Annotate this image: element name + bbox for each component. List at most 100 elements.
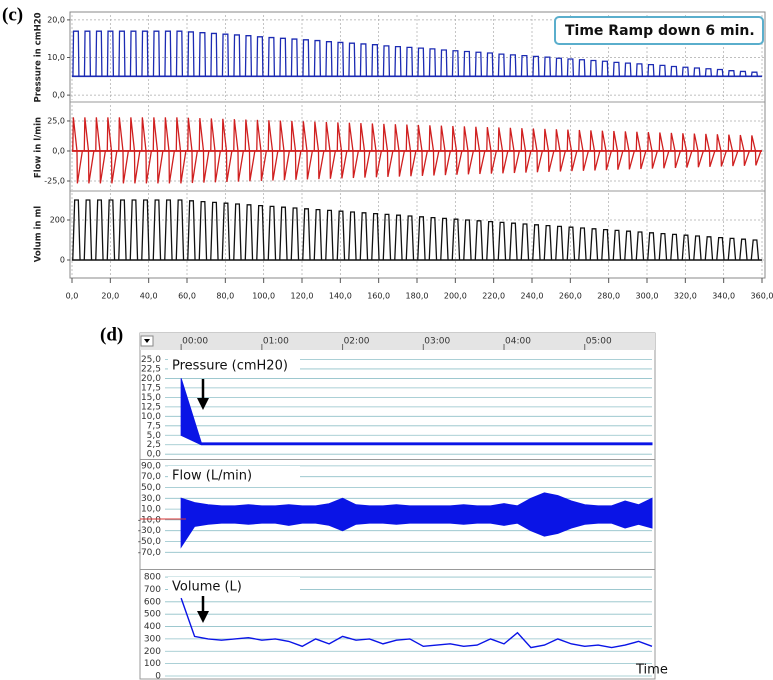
breath: [375, 150, 382, 178]
breath: [164, 117, 170, 152]
breath: [141, 117, 147, 152]
breath: [697, 150, 704, 168]
annotation: Time Ramp down 6 min.: [565, 23, 755, 39]
breath: [651, 150, 658, 169]
arrow-head: [197, 611, 209, 623]
breath: [340, 150, 348, 179]
x-tick-label: 280,0: [597, 292, 620, 301]
y-tick-label: 20,0: [141, 374, 161, 384]
breath: [739, 238, 748, 261]
breath: [187, 117, 193, 152]
breath: [417, 47, 425, 77]
breath: [76, 150, 83, 184]
breath: [490, 150, 497, 174]
breath: [628, 150, 635, 170]
breath: [405, 215, 415, 261]
breath: [474, 51, 483, 77]
y-tick-label: 0: [60, 256, 65, 265]
breath: [555, 129, 561, 152]
y-tick-label: 500: [144, 610, 161, 620]
breath: [95, 30, 103, 77]
breath: [478, 150, 486, 175]
y-tick-label: 2,5: [147, 440, 161, 450]
breath: [313, 121, 320, 152]
breath: [720, 150, 727, 167]
breath: [302, 208, 311, 261]
x-tick-label: 03:00: [424, 337, 450, 347]
breath: [589, 130, 596, 152]
breath: [578, 129, 584, 152]
band: [180, 492, 653, 549]
breath: [582, 150, 589, 171]
breath: [612, 61, 621, 77]
breath: [325, 121, 331, 152]
breath: [601, 130, 607, 152]
breath: [716, 236, 725, 261]
breath: [754, 150, 762, 166]
breath: [145, 150, 152, 184]
breath: [474, 220, 484, 261]
breath: [658, 132, 665, 152]
breath: [708, 150, 716, 168]
x-tick-label: 200,0: [444, 292, 467, 301]
y-tick-label: 300: [144, 634, 161, 644]
y-tick-label: 17,5: [141, 383, 161, 393]
y-axis-label: Pressure in cmH20: [34, 12, 44, 102]
breath: [417, 216, 426, 261]
breath: [451, 218, 461, 261]
breath: [566, 226, 576, 261]
breath: [313, 39, 322, 77]
breath: [570, 150, 578, 172]
breath: [486, 220, 495, 261]
breath: [440, 49, 448, 77]
breath: [451, 125, 458, 152]
breath: [578, 227, 587, 261]
x-tick-label: 160,0: [367, 292, 390, 301]
breath: [267, 36, 276, 77]
x-tick-label: 60,0: [178, 292, 196, 301]
breath: [83, 30, 92, 77]
breath: [72, 117, 78, 152]
breath: [244, 204, 254, 261]
x-axis-label: Time: [635, 663, 668, 678]
breath: [670, 233, 679, 261]
x-tick-label: 120,0: [291, 292, 314, 301]
breath: [306, 150, 313, 180]
breath: [122, 150, 129, 184]
breath: [543, 128, 550, 152]
y-tick-label: 50,0: [141, 483, 161, 493]
x-tick-label: 20,0: [101, 292, 119, 301]
breath: [175, 199, 185, 261]
breath: [152, 30, 161, 77]
breath: [501, 150, 509, 174]
breath: [302, 39, 310, 77]
breath: [313, 208, 323, 261]
breath: [543, 224, 553, 261]
breath: [302, 121, 308, 152]
breath: [417, 124, 423, 152]
breath: [106, 30, 115, 77]
x-tick-label: 220,0: [482, 292, 505, 301]
breath: [486, 52, 494, 77]
breath: [589, 59, 598, 77]
breath: [455, 150, 463, 175]
breath: [221, 33, 230, 77]
breath: [624, 62, 632, 77]
breath: [635, 63, 644, 77]
breath: [267, 205, 277, 261]
breath: [662, 150, 670, 169]
y-tick-label: 200: [50, 216, 65, 225]
breath: [731, 150, 739, 167]
breath: [175, 30, 184, 77]
breath: [428, 216, 438, 261]
breath: [658, 64, 667, 77]
breath: [578, 59, 586, 77]
breath: [283, 150, 290, 181]
breath: [371, 123, 377, 152]
breath: [168, 150, 175, 184]
y-tick-label: -10,0: [138, 515, 162, 525]
breath: [164, 199, 173, 261]
breath: [566, 129, 573, 152]
breath: [191, 150, 198, 184]
breath: [635, 131, 642, 152]
